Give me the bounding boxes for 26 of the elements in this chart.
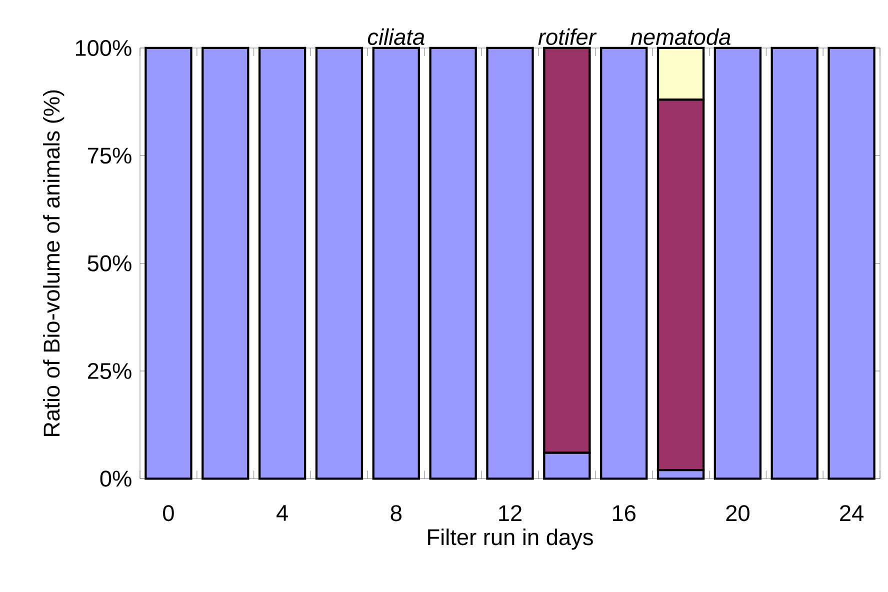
bar: [486, 46, 534, 480]
x-tick-label: 8: [390, 505, 402, 522]
y-tick-label: 100%: [76, 40, 132, 56]
x-tick-label: 12: [499, 505, 522, 521]
legend-label: ciliata: [368, 28, 424, 46]
bar: [372, 46, 420, 480]
y-tick-label: 50%: [88, 255, 132, 272]
x-tick-label: 24: [840, 505, 864, 521]
bar: [600, 46, 648, 480]
bar: [258, 46, 306, 480]
y-tick-label: 0%: [100, 470, 132, 487]
y-axis-title: Ratio of Bio-volume of animals (%): [43, 90, 64, 436]
y-tick-label: 25%: [88, 362, 132, 380]
x-axis-title: Filter run in days: [428, 528, 593, 550]
x-tick-label: 4: [276, 505, 288, 521]
x-tick-label: 0: [163, 505, 174, 522]
legend-label: nematoda: [630, 28, 730, 46]
legend-label: rotifer: [538, 28, 597, 46]
bar: [315, 46, 364, 480]
bar: [714, 46, 762, 480]
y-tick-label: 75%: [88, 148, 132, 164]
x-tick-label: 16: [612, 505, 636, 522]
x-tick-label: 20: [726, 505, 750, 522]
bar: [202, 46, 250, 480]
bar: [770, 46, 818, 480]
bar: [429, 46, 477, 480]
